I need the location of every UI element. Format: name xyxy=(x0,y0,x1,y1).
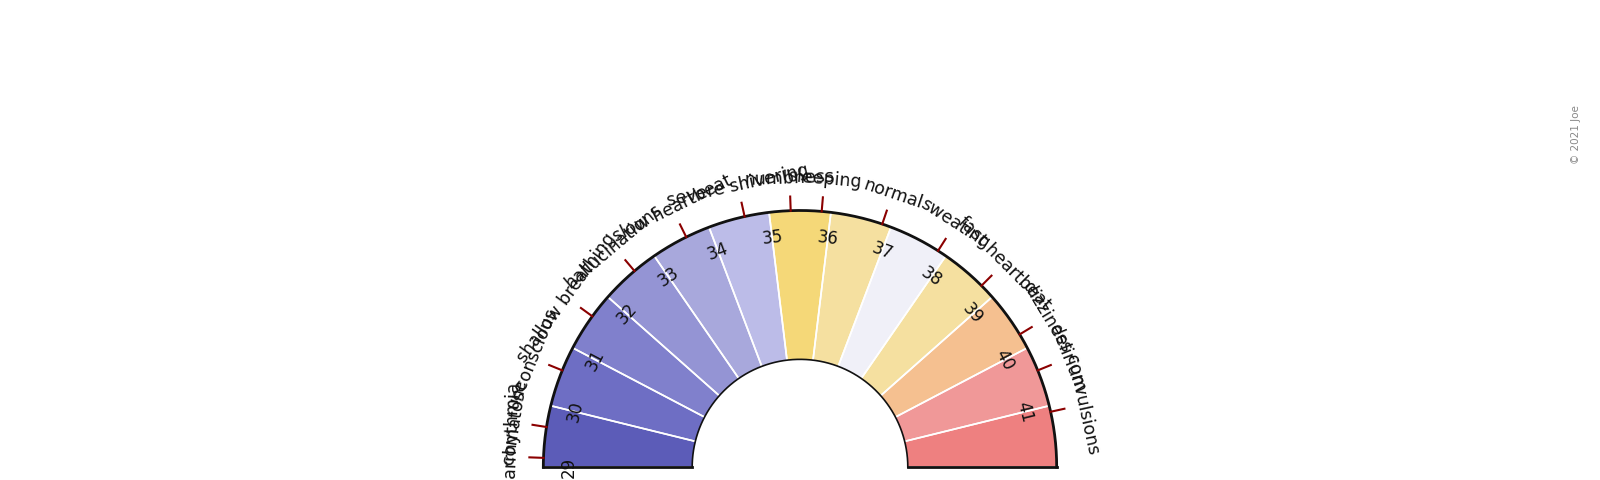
Wedge shape xyxy=(550,348,704,442)
Wedge shape xyxy=(880,297,1027,417)
Wedge shape xyxy=(573,297,720,417)
Wedge shape xyxy=(770,211,830,360)
Text: 31: 31 xyxy=(582,346,608,373)
Wedge shape xyxy=(813,212,891,366)
Text: unconscious: unconscious xyxy=(504,305,562,412)
Wedge shape xyxy=(904,406,1056,467)
Text: normal: normal xyxy=(861,175,925,212)
Text: 40: 40 xyxy=(992,347,1018,373)
Text: delirium: delirium xyxy=(1045,322,1090,395)
Text: 34: 34 xyxy=(706,239,731,264)
Text: fast heartbeat: fast heartbeat xyxy=(954,213,1054,313)
Text: numbness: numbness xyxy=(744,168,835,189)
Wedge shape xyxy=(608,256,739,396)
Text: severe shivering: severe shivering xyxy=(666,161,810,210)
Text: 30: 30 xyxy=(565,399,587,424)
Text: sweating: sweating xyxy=(917,195,994,252)
Text: convulsions: convulsions xyxy=(1062,353,1102,457)
Text: © 2021 Joe: © 2021 Joe xyxy=(1571,106,1581,165)
Text: 36: 36 xyxy=(816,228,840,248)
Wedge shape xyxy=(861,256,992,396)
Wedge shape xyxy=(654,227,762,378)
Wedge shape xyxy=(838,227,946,378)
Text: 39: 39 xyxy=(958,300,987,328)
Wedge shape xyxy=(544,406,696,467)
Text: heart arrhythmia: heart arrhythmia xyxy=(499,383,523,480)
Text: dizziness: dizziness xyxy=(1019,279,1075,356)
Text: 33: 33 xyxy=(654,264,683,290)
Text: 41: 41 xyxy=(1013,399,1035,424)
Text: 29: 29 xyxy=(560,456,578,478)
Text: sleeping: sleeping xyxy=(787,168,862,192)
Text: 37: 37 xyxy=(869,239,894,264)
Text: shallow breathing: shallow breathing xyxy=(514,229,619,365)
Text: comatose: comatose xyxy=(499,378,530,466)
Text: slow heartbeat: slow heartbeat xyxy=(610,171,734,245)
Wedge shape xyxy=(709,212,787,366)
Wedge shape xyxy=(896,348,1050,442)
Text: 35: 35 xyxy=(760,228,784,248)
Text: 32: 32 xyxy=(613,300,642,328)
Text: 38: 38 xyxy=(917,264,946,290)
Text: hallucinations: hallucinations xyxy=(562,201,666,292)
